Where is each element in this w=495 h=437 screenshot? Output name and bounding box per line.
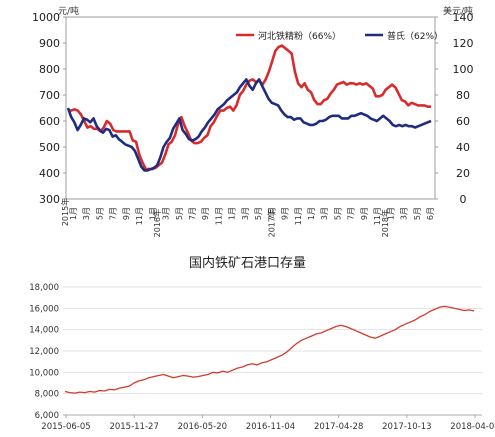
left-tick-label: 300 [39, 193, 60, 206]
x-period-label: 1月 [386, 207, 395, 220]
x-tick-label: 2018-04-06 [450, 422, 495, 432]
y-tick-label: 8,000 [35, 390, 59, 400]
right-tick-label: 0 [460, 193, 467, 206]
x-period-label: 7月 [267, 207, 276, 220]
x-period-label: 3月 [241, 207, 250, 220]
x-period-label: 9月 [360, 207, 369, 220]
left-tick-label: 500 [39, 141, 60, 154]
x-period-label: 5月 [333, 207, 342, 220]
x-period-label: 7月 [188, 207, 197, 220]
right-tick-label: 100 [453, 63, 474, 76]
x-year-label: 2016年 [152, 209, 162, 237]
x-period-label: 5月 [95, 207, 104, 220]
right-axis-unit: 美元/吨 [443, 5, 473, 17]
iron-ore-price-chart: 元/吨 美元/吨100090080070060050040030014012010… [32, 5, 474, 237]
right-tick-label: 120 [453, 37, 474, 50]
x-period-label: 3月 [82, 207, 91, 220]
x-tick-label: 2017-10-13 [382, 422, 431, 432]
x-year-label: 2017年 [266, 209, 276, 237]
x-period-label: 6月 [426, 207, 435, 220]
x-period-label: 11月 [214, 207, 223, 225]
y-tick-label: 12,000 [29, 347, 59, 357]
x-period-label: 3月 [162, 207, 171, 220]
left-tick-label: 600 [39, 115, 60, 128]
x-period-label: 5月 [175, 207, 184, 220]
x-year-label: 2018年 [380, 209, 390, 237]
left-tick-label: 900 [39, 37, 60, 50]
inventory-chart-title: 国内铁矿石港口存量 [188, 256, 306, 271]
y-tick-label: 16,000 [29, 304, 59, 314]
x-period-label: 9月 [201, 207, 210, 220]
x-period-label: 7月 [109, 207, 118, 220]
series-line-1 [66, 78, 432, 172]
x-period-label: 3月 [400, 207, 409, 220]
right-tick-label: 60 [456, 115, 470, 128]
x-period-label: 1月 [228, 207, 237, 220]
left-tick-label: 800 [39, 63, 60, 76]
y-tick-label: 10,000 [29, 368, 59, 378]
port-inventory-chart: 18,000 16,000 14,000 12,000 10,000 8,000 6,000… [29, 283, 495, 432]
series-line-0 [68, 44, 431, 171]
x-period-label: 7月 [347, 207, 356, 220]
inventory-line [64, 305, 475, 394]
x-period-label: 3月 [320, 207, 329, 220]
plot-frame [65, 16, 436, 200]
x-period-label: 1月 [307, 207, 316, 220]
left-axis-unit: 元/吨 [58, 5, 79, 17]
y-tick-label: 18,000 [29, 283, 59, 293]
x-tick-label: 2016-05-20 [178, 422, 227, 432]
right-tick-label: 40 [456, 141, 470, 154]
right-tick-label: 20 [456, 167, 470, 180]
left-tick-label: 700 [39, 89, 60, 102]
left-tick-label: 400 [39, 167, 60, 180]
y-tick-label: 6,000 [35, 411, 59, 421]
x-period-label: 9月 [122, 207, 131, 220]
x-period-label: 1月 [69, 207, 78, 220]
x-tick-label: 2015-06-05 [41, 422, 90, 432]
legend-label-0: 河北铁精粉（66%） [258, 30, 341, 42]
right-tick-label: 80 [456, 89, 470, 102]
x-period-label: 11月 [135, 207, 144, 225]
x-period-label: 11月 [373, 207, 382, 225]
x-period-label: 1月 [148, 207, 157, 220]
x-period-label: 11月 [294, 207, 303, 225]
x-period-label: 9月 [281, 207, 290, 220]
x-tick-label: 2017-04-28 [314, 422, 363, 432]
x-tick-label: 2016-11-04 [246, 422, 295, 432]
x-period-label: 5月 [413, 207, 422, 220]
x-period-label: 5月 [254, 207, 263, 220]
right-tick-label: 140 [453, 11, 474, 24]
left-tick-label: 1000 [32, 11, 60, 24]
y-tick-label: 14,000 [29, 326, 59, 336]
legend-label-1: 普氏（62%） [387, 30, 443, 42]
x-year-label: 2015年 [60, 198, 70, 226]
x-tick-label: 2015-11-27 [109, 422, 158, 432]
